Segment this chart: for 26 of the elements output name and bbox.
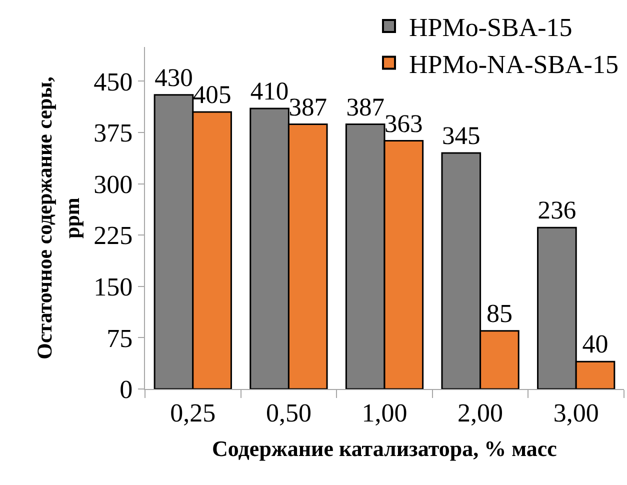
data-label: 40 bbox=[582, 330, 608, 359]
data-label: 85 bbox=[486, 298, 512, 328]
data-label: 410 bbox=[250, 76, 289, 106]
data-label: 345 bbox=[442, 121, 480, 150]
legend-label: HPMo-SBA-15 bbox=[409, 13, 572, 42]
data-label: 405 bbox=[192, 80, 232, 110]
x-tick-label: 2,00 bbox=[458, 398, 504, 428]
x-tick-label: 3,00 bbox=[553, 398, 599, 428]
x-tick-label: 0,50 bbox=[266, 398, 312, 428]
y-tick-label: 150 bbox=[94, 272, 133, 302]
y-tick-label: 450 bbox=[94, 67, 133, 96]
legend-label: HPMo-NA-SBA-15 bbox=[409, 50, 618, 79]
data-label: 387 bbox=[288, 92, 328, 122]
x-axis-title: Содержание катализатора, % масс bbox=[212, 436, 558, 462]
y-tick-label: 375 bbox=[94, 118, 133, 148]
x-tick-label: 0,25 bbox=[170, 398, 216, 428]
y-tick-label: 225 bbox=[94, 221, 133, 250]
data-label: 430 bbox=[154, 62, 193, 92]
y-axis-title: Остаточное содержание серы, ppm bbox=[32, 76, 84, 360]
y-tick-label: 75 bbox=[106, 324, 133, 353]
y-tick-label: 0 bbox=[120, 375, 133, 404]
y-tick-label: 300 bbox=[94, 170, 133, 199]
data-label: 387 bbox=[346, 92, 385, 122]
x-tick-label: 1,00 bbox=[362, 398, 408, 428]
data-label: 236 bbox=[538, 196, 576, 225]
data-label: 363 bbox=[384, 108, 423, 138]
